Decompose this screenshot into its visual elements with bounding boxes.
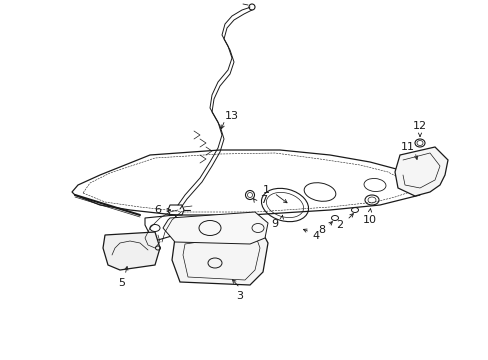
Polygon shape: [163, 212, 267, 244]
Text: 1: 1: [262, 185, 269, 195]
Polygon shape: [394, 147, 447, 196]
Text: 9: 9: [271, 219, 278, 229]
Text: 10: 10: [362, 215, 376, 225]
Text: 11: 11: [400, 142, 414, 152]
Text: 2: 2: [336, 220, 343, 230]
Polygon shape: [172, 228, 267, 285]
Text: 12: 12: [412, 121, 426, 131]
Text: 7: 7: [260, 195, 267, 205]
Polygon shape: [103, 232, 160, 270]
Text: 13: 13: [224, 111, 239, 121]
Text: 4: 4: [312, 231, 319, 241]
Text: 3: 3: [236, 291, 243, 301]
Text: 6: 6: [154, 205, 161, 215]
Text: 5: 5: [118, 278, 125, 288]
Text: 8: 8: [318, 225, 325, 235]
